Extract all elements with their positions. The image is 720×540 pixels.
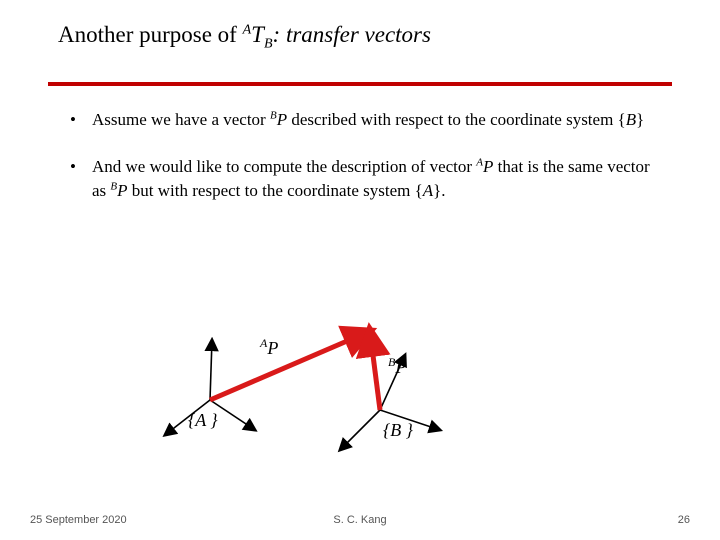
bullet-item: • Assume we have a vector BP described w… (70, 108, 660, 133)
label-ap: AP (260, 336, 278, 359)
bullet-text: And we would like to compute the descrip… (92, 155, 660, 204)
bullet-dot: • (70, 155, 92, 180)
footer-author: S. C. Kang (0, 514, 720, 526)
slide-title: Another purpose of ATB: transfer vectors (58, 22, 431, 53)
bullet-list: • Assume we have a vector BP described w… (70, 108, 660, 226)
title-underline (48, 82, 672, 86)
label-frame-a: {A } (188, 410, 218, 431)
diagram-svg (150, 300, 550, 480)
footer-page: 26 (678, 514, 690, 526)
bullet-dot: • (70, 108, 92, 133)
label-bp: BP (388, 355, 406, 378)
vector-diagram: AP BP {A } {B } (150, 300, 550, 480)
bullet-item: • And we would like to compute the descr… (70, 155, 660, 204)
label-frame-b: {B } (383, 420, 413, 441)
bullet-text: Assume we have a vector BP described wit… (92, 108, 660, 133)
